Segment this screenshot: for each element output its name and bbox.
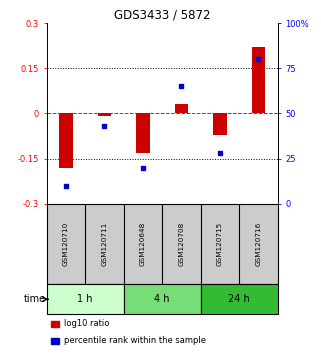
- Bar: [136, 113, 150, 153]
- Text: 4 h: 4 h: [154, 294, 170, 304]
- Text: GSM120711: GSM120711: [101, 222, 107, 266]
- Text: GSM120648: GSM120648: [140, 222, 146, 266]
- Text: GSM120716: GSM120716: [256, 222, 261, 266]
- Text: percentile rank within the sample: percentile rank within the sample: [64, 336, 206, 346]
- Bar: [51, 321, 59, 327]
- Text: 1 h: 1 h: [77, 294, 93, 304]
- Bar: [175, 104, 188, 113]
- FancyBboxPatch shape: [124, 284, 201, 314]
- Bar: [213, 113, 227, 135]
- FancyBboxPatch shape: [47, 204, 278, 284]
- Text: time: time: [24, 294, 46, 304]
- Bar: [51, 338, 59, 344]
- Title: GDS3433 / 5872: GDS3433 / 5872: [114, 9, 210, 22]
- Text: log10 ratio: log10 ratio: [64, 319, 109, 328]
- FancyBboxPatch shape: [201, 284, 278, 314]
- Bar: [252, 47, 265, 113]
- Text: GSM120710: GSM120710: [63, 222, 69, 266]
- FancyBboxPatch shape: [47, 284, 124, 314]
- Bar: [59, 113, 73, 168]
- Text: GSM120715: GSM120715: [217, 222, 223, 266]
- Text: GSM120708: GSM120708: [178, 222, 184, 266]
- Text: 24 h: 24 h: [228, 294, 250, 304]
- Bar: [98, 113, 111, 116]
